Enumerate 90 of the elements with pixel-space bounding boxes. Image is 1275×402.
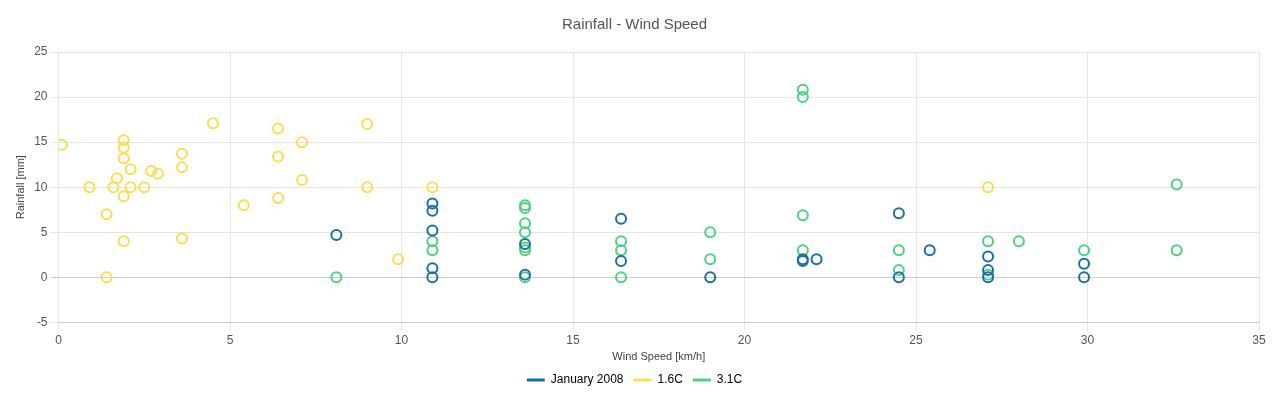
point bbox=[704, 271, 717, 284]
point bbox=[892, 244, 905, 257]
point bbox=[361, 181, 374, 194]
point bbox=[124, 181, 137, 194]
point bbox=[124, 163, 137, 176]
y-tick-label: -5 bbox=[36, 314, 48, 329]
point bbox=[237, 199, 250, 212]
point bbox=[615, 255, 628, 268]
x-tick-label: 15 bbox=[566, 332, 581, 347]
point bbox=[615, 271, 628, 284]
point bbox=[176, 232, 189, 245]
point bbox=[426, 197, 439, 210]
point bbox=[330, 228, 343, 241]
point bbox=[272, 192, 285, 205]
chart-title: Rainfall - Wind Speed bbox=[561, 15, 708, 33]
point bbox=[923, 244, 936, 257]
point bbox=[117, 141, 130, 154]
point bbox=[392, 253, 405, 266]
y-axis-title: Rainfall [mm] bbox=[13, 155, 26, 220]
point bbox=[1012, 235, 1025, 248]
point bbox=[982, 250, 995, 263]
point bbox=[176, 147, 189, 160]
point bbox=[810, 253, 823, 266]
x-tick-label: 5 bbox=[226, 332, 234, 347]
point bbox=[796, 83, 809, 96]
point bbox=[615, 235, 628, 248]
x-tick-label: 25 bbox=[909, 332, 924, 347]
point bbox=[138, 181, 151, 194]
point bbox=[892, 207, 905, 220]
point bbox=[519, 226, 532, 239]
y-tick-label: 15 bbox=[34, 134, 48, 149]
point bbox=[982, 235, 995, 248]
y-tick-label: 20 bbox=[34, 89, 48, 104]
point bbox=[704, 226, 717, 239]
point bbox=[1078, 244, 1091, 257]
point bbox=[892, 271, 905, 284]
point bbox=[1078, 271, 1091, 284]
point bbox=[296, 136, 309, 149]
point bbox=[982, 264, 995, 277]
point bbox=[117, 152, 130, 165]
point bbox=[519, 237, 532, 250]
point bbox=[330, 271, 343, 284]
point bbox=[426, 271, 439, 284]
point bbox=[615, 244, 628, 257]
point bbox=[426, 224, 439, 237]
x-tick-label: 10 bbox=[394, 332, 409, 347]
point bbox=[892, 264, 905, 277]
point bbox=[426, 235, 439, 248]
y-tick-label: 10 bbox=[34, 179, 48, 194]
point bbox=[83, 181, 96, 194]
point bbox=[117, 134, 130, 147]
x-tick-label: 35 bbox=[1252, 332, 1266, 347]
point bbox=[796, 91, 809, 104]
legend-label: 1.6C bbox=[657, 372, 684, 387]
point bbox=[426, 262, 439, 275]
point bbox=[206, 117, 219, 130]
point bbox=[152, 167, 165, 180]
point bbox=[1170, 244, 1183, 257]
point bbox=[110, 172, 123, 185]
y-tick-label: 5 bbox=[40, 224, 48, 239]
point bbox=[426, 244, 439, 257]
point bbox=[176, 161, 189, 174]
point bbox=[426, 204, 439, 217]
point bbox=[982, 181, 995, 194]
point bbox=[100, 208, 113, 221]
point bbox=[117, 190, 130, 203]
point bbox=[1170, 178, 1183, 191]
point bbox=[100, 271, 113, 284]
point bbox=[1078, 257, 1091, 270]
point bbox=[361, 118, 374, 131]
point bbox=[117, 235, 130, 248]
point bbox=[796, 209, 809, 222]
x-axis-title: Wind Speed [km/h] bbox=[612, 350, 706, 363]
point bbox=[796, 244, 809, 257]
point bbox=[615, 212, 628, 225]
point bbox=[272, 150, 285, 163]
point bbox=[296, 173, 309, 186]
point bbox=[704, 253, 717, 266]
point bbox=[519, 217, 532, 230]
point bbox=[145, 164, 158, 177]
legend-label: 3.1C bbox=[716, 372, 743, 387]
point bbox=[107, 181, 120, 194]
point bbox=[272, 122, 285, 135]
point bbox=[426, 181, 439, 194]
x-tick-label: 0 bbox=[55, 332, 63, 347]
y-tick-label: 25 bbox=[34, 44, 48, 59]
x-tick-label: 30 bbox=[1080, 332, 1095, 347]
y-tick-label: 0 bbox=[40, 269, 48, 284]
x-tick-label: 20 bbox=[737, 332, 752, 347]
legend-label: January 2008 bbox=[550, 372, 624, 387]
